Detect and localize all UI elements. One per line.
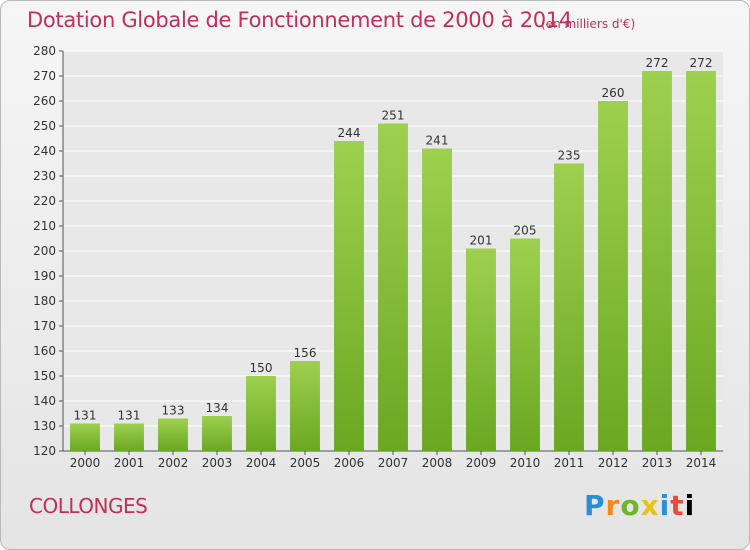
bar-2001 bbox=[114, 423, 144, 451]
y-tick-label: 220 bbox=[33, 194, 56, 208]
x-tick-label-2000: 2000 bbox=[70, 456, 101, 470]
data-label-2001: 131 bbox=[118, 409, 141, 423]
bar-2006 bbox=[334, 141, 364, 451]
chart-title: Dotation Globale de Fonctionnement de 20… bbox=[27, 8, 572, 32]
y-tick-label: 260 bbox=[33, 94, 56, 108]
y-tick-label: 230 bbox=[33, 169, 56, 183]
y-tick-label: 170 bbox=[33, 319, 56, 333]
y-tick-label: 130 bbox=[33, 419, 56, 433]
data-label-2000: 131 bbox=[74, 409, 97, 423]
data-label-2012: 260 bbox=[602, 86, 625, 100]
y-tick-label: 120 bbox=[33, 444, 56, 458]
x-tick-label-2013: 2013 bbox=[642, 456, 673, 470]
x-tick-label-2006: 2006 bbox=[334, 456, 365, 470]
x-tick-label-2011: 2011 bbox=[554, 456, 585, 470]
data-label-2002: 133 bbox=[162, 404, 185, 418]
x-tick-label-2010: 2010 bbox=[510, 456, 541, 470]
y-tick-label: 150 bbox=[33, 369, 56, 383]
data-label-2006: 244 bbox=[338, 126, 361, 140]
x-tick-label-2005: 2005 bbox=[290, 456, 321, 470]
x-tick-label-2009: 2009 bbox=[466, 456, 497, 470]
data-label-2014: 272 bbox=[690, 56, 713, 70]
x-tick-label-2007: 2007 bbox=[378, 456, 409, 470]
data-label-2007: 251 bbox=[382, 109, 405, 123]
bars bbox=[70, 71, 716, 451]
bar-2009 bbox=[466, 248, 496, 451]
x-tick-label-2001: 2001 bbox=[114, 456, 145, 470]
bar-2008 bbox=[422, 148, 452, 451]
chart-unit: (en milliers d'€) bbox=[541, 17, 636, 31]
bar-2002 bbox=[158, 418, 188, 451]
y-tick-label: 240 bbox=[33, 144, 56, 158]
bar-2010 bbox=[510, 238, 540, 451]
y-tick-label: 250 bbox=[33, 119, 56, 133]
bar-2000 bbox=[70, 423, 100, 451]
data-label-2010: 205 bbox=[514, 224, 537, 238]
bar-2007 bbox=[378, 123, 408, 451]
x-tick-label-2003: 2003 bbox=[202, 456, 233, 470]
bar-chart: 120 130 140 150 160 170 180 190 200 210 220 230 240 2… bbox=[33, 44, 723, 470]
x-tick-label-2012: 2012 bbox=[598, 456, 629, 470]
bar-2011 bbox=[554, 163, 584, 451]
data-label-2005: 156 bbox=[294, 346, 317, 360]
y-tick-label: 140 bbox=[33, 394, 56, 408]
x-tick-label-2002: 2002 bbox=[158, 456, 189, 470]
data-label-2011: 235 bbox=[558, 149, 581, 163]
data-label-2003: 134 bbox=[206, 401, 229, 415]
data-label-2008: 241 bbox=[426, 134, 449, 148]
y-tick-label: 200 bbox=[33, 244, 56, 258]
y-tick-label: 180 bbox=[33, 294, 56, 308]
data-label-2013: 272 bbox=[646, 56, 669, 70]
x-tick-label-2014: 2014 bbox=[686, 456, 717, 470]
bar-2013 bbox=[642, 71, 672, 451]
data-label-2009: 201 bbox=[470, 234, 493, 248]
y-tick-label: 270 bbox=[33, 69, 56, 83]
proxiti-logo: Proxiti bbox=[584, 489, 696, 522]
x-tick-label-2008: 2008 bbox=[422, 456, 453, 470]
y-tick-label: 280 bbox=[33, 44, 56, 58]
labels: 120 130 140 150 160 170 180 190 200 210 220 230 240 2… bbox=[33, 44, 716, 470]
bar-2004 bbox=[246, 376, 276, 451]
bar-2005 bbox=[290, 361, 320, 451]
y-tick-label: 160 bbox=[33, 344, 56, 358]
commune-name: COLLONGES bbox=[29, 494, 148, 518]
data-label-2004: 150 bbox=[250, 361, 273, 375]
y-tick-label: 210 bbox=[33, 219, 56, 233]
bar-2014 bbox=[686, 71, 716, 451]
bar-2012 bbox=[598, 101, 628, 451]
bar-2003 bbox=[202, 416, 232, 451]
x-tick-label-2004: 2004 bbox=[246, 456, 277, 470]
y-tick-label: 190 bbox=[33, 269, 56, 283]
